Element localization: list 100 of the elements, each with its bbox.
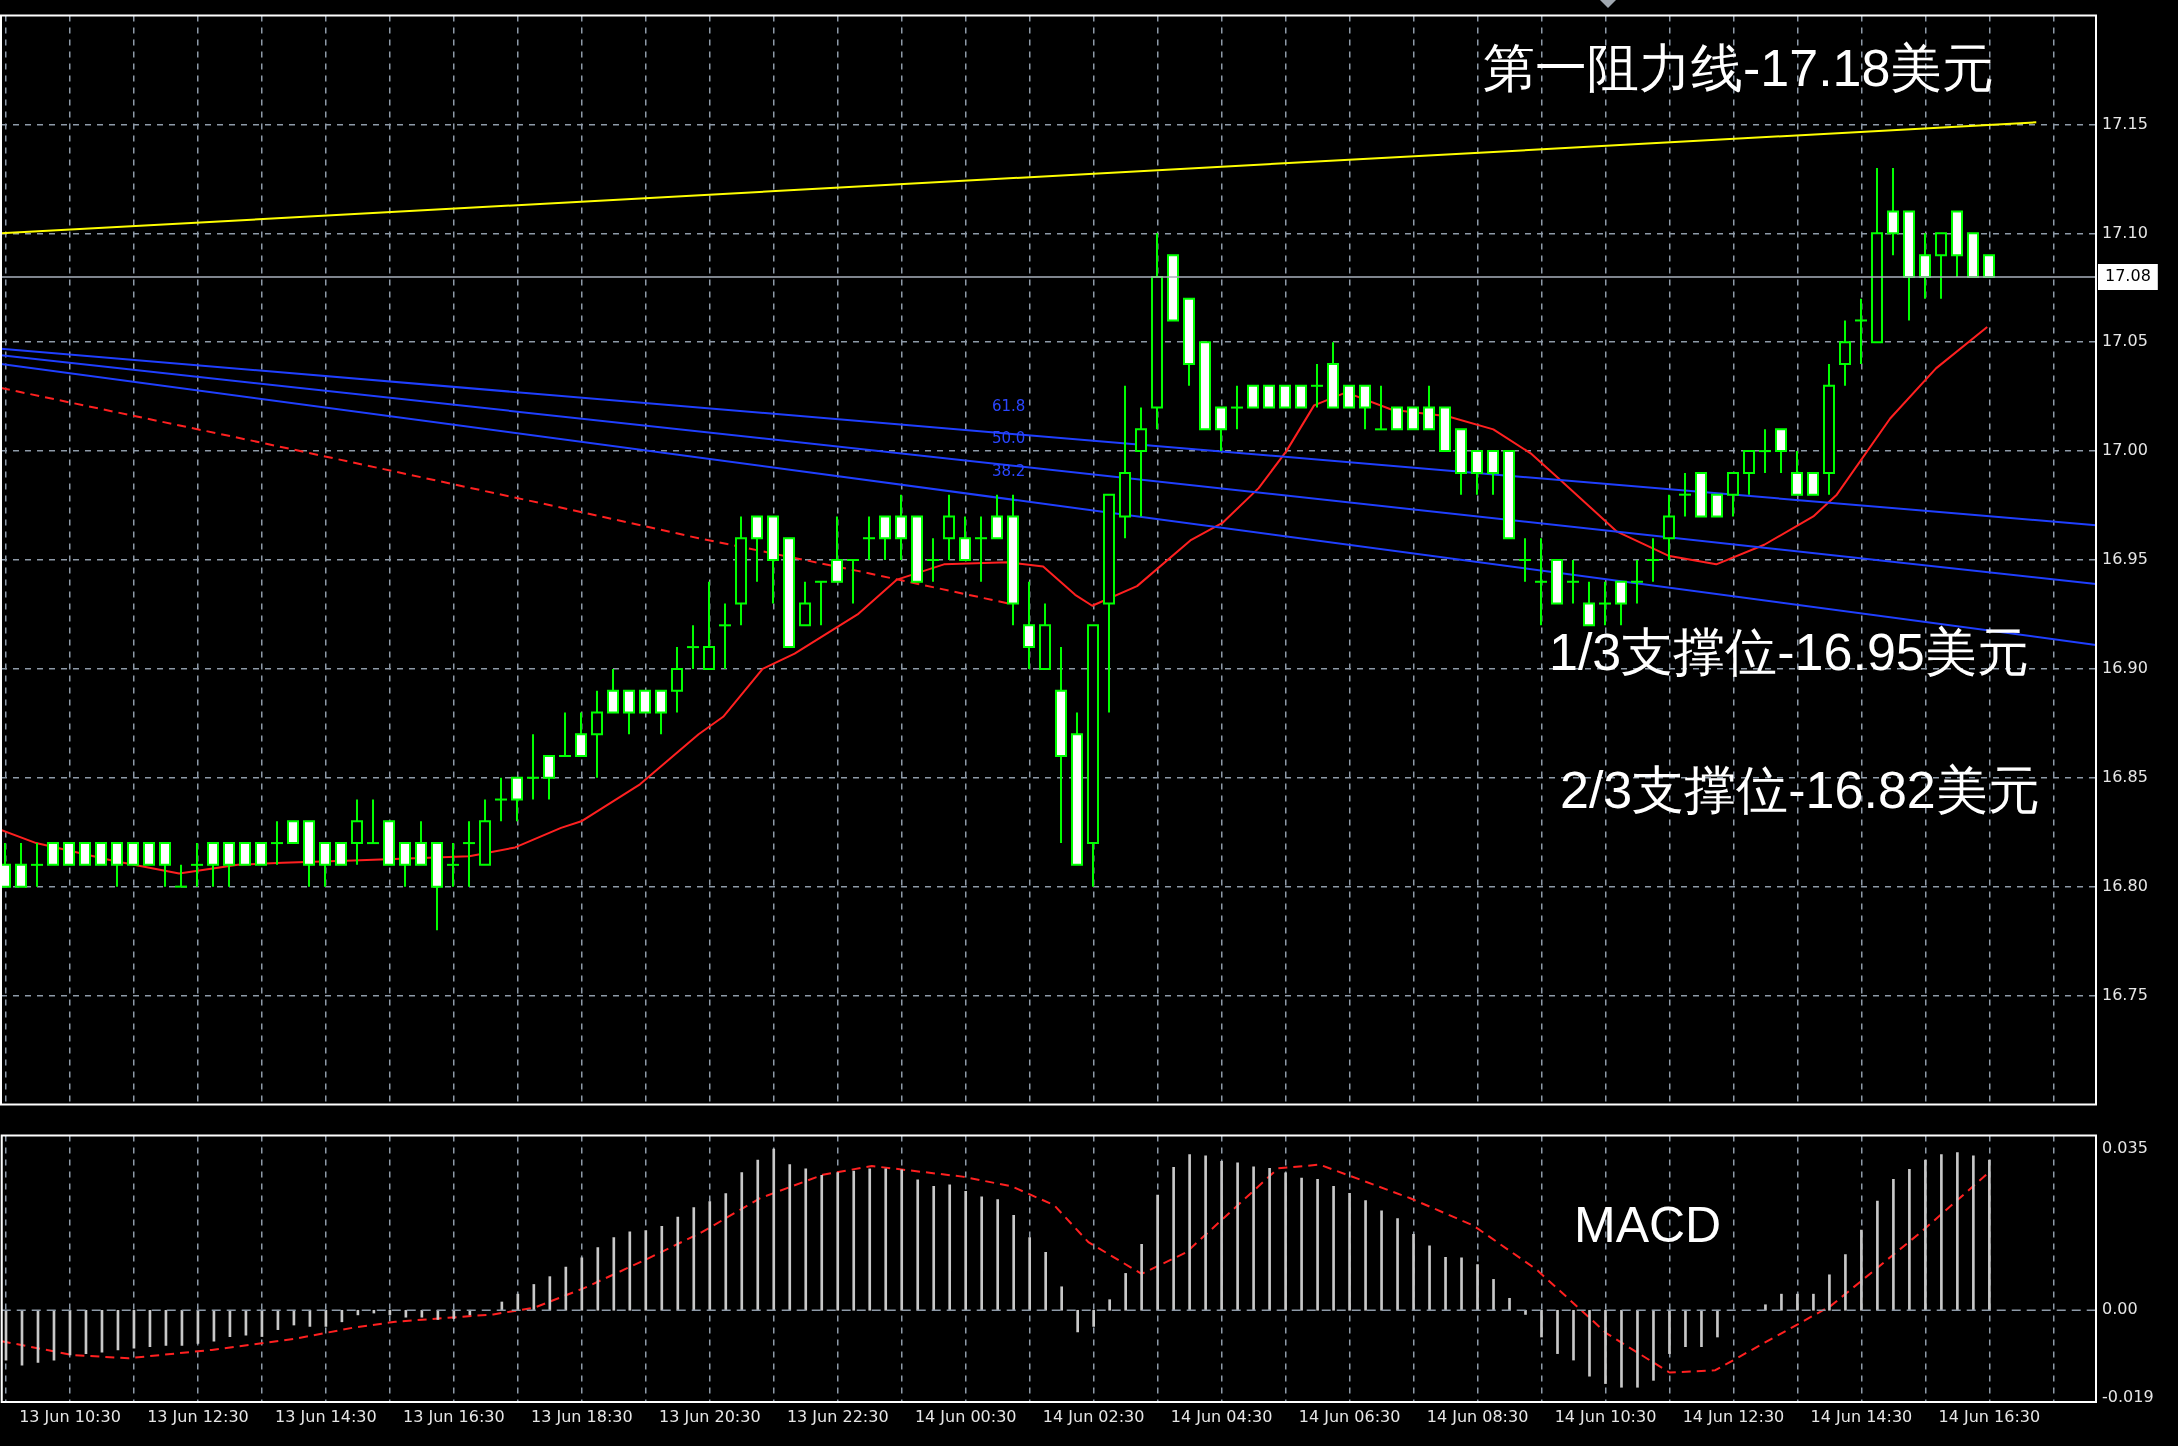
x-tick-label: 13 Jun 16:30	[403, 1406, 505, 1426]
candlestick	[926, 537, 940, 583]
bar	[1764, 1304, 1767, 1311]
bar	[1220, 1161, 1223, 1311]
candlestick	[718, 602, 732, 670]
candlestick	[1630, 559, 1644, 605]
y-tick-label: 16.85	[2102, 766, 2148, 786]
bar	[1364, 1200, 1367, 1311]
bar	[1716, 1309, 1719, 1338]
bar	[1380, 1210, 1383, 1311]
bar	[1092, 1309, 1095, 1327]
bar	[884, 1168, 888, 1311]
bar	[772, 1148, 776, 1311]
bar	[1604, 1309, 1607, 1384]
bar	[756, 1159, 760, 1311]
candlestick	[558, 711, 572, 757]
x-tick-label: 14 Jun 12:30	[1682, 1406, 1785, 1426]
candlestick	[526, 733, 540, 801]
x-tick-label: 14 Jun 14:30	[1810, 1406, 1913, 1426]
bar	[1860, 1229, 1863, 1311]
bar	[1492, 1279, 1495, 1311]
bar	[1412, 1233, 1415, 1311]
bar	[724, 1193, 728, 1311]
candlestick	[1534, 537, 1548, 627]
annotation: 38.2	[992, 462, 1026, 480]
candlestick	[1758, 428, 1772, 474]
bar	[580, 1257, 584, 1311]
y-tick-label: 16.95	[2102, 549, 2148, 569]
bar	[1876, 1200, 1879, 1311]
bar	[1156, 1194, 1159, 1311]
annotation: 1/3支撑位-16.95美元	[1549, 623, 2029, 682]
bar	[1892, 1179, 1895, 1311]
bar	[1940, 1154, 1943, 1311]
x-tick-label: 14 Jun 04:30	[1170, 1406, 1273, 1426]
candlestick	[1310, 363, 1324, 409]
x-tick-label: 14 Jun 02:30	[1042, 1406, 1145, 1426]
annotation: 50.0	[992, 429, 1026, 447]
bar	[1460, 1257, 1463, 1311]
bar	[1316, 1179, 1319, 1311]
bar	[1444, 1256, 1447, 1311]
candlestick	[1518, 537, 1532, 583]
bar	[836, 1172, 840, 1311]
x-tick-label: 14 Jun 00:30	[914, 1406, 1017, 1426]
x-tick-label: 13 Jun 22:30	[786, 1406, 889, 1426]
bar	[916, 1179, 920, 1311]
x-tick-label: 13 Jun 10:30	[19, 1406, 121, 1426]
bar	[628, 1231, 632, 1311]
bar	[1636, 1309, 1639, 1388]
bar	[852, 1170, 856, 1311]
y-tick-label: 17.15	[2102, 113, 2148, 133]
bar	[1268, 1167, 1271, 1311]
bar	[980, 1196, 984, 1311]
bar	[996, 1199, 1000, 1311]
candlestick	[462, 820, 476, 888]
bar	[1284, 1172, 1287, 1311]
x-tick-label: 13 Jun 14:30	[275, 1406, 377, 1426]
x-tick-label: 14 Jun 10:30	[1554, 1406, 1657, 1426]
bar	[1988, 1159, 1991, 1311]
candlestick	[686, 624, 700, 670]
candlestick	[494, 776, 508, 823]
y-tick-label: 16.75	[2102, 984, 2148, 1004]
candlestick	[1598, 580, 1612, 627]
bar	[1620, 1309, 1623, 1388]
bar	[1188, 1154, 1191, 1311]
bar	[1236, 1162, 1239, 1311]
bar	[1956, 1152, 1959, 1311]
bar	[1684, 1309, 1687, 1348]
x-tick-label: 13 Jun 20:30	[658, 1406, 761, 1426]
bar	[1332, 1185, 1335, 1311]
candlestick	[270, 820, 284, 866]
bar	[1652, 1309, 1655, 1381]
bar	[644, 1230, 648, 1311]
bar	[1796, 1293, 1799, 1311]
annotation: MACD	[1574, 1197, 1722, 1253]
bar	[740, 1172, 744, 1311]
y-tick-label: 16.90	[2102, 658, 2148, 678]
bar	[1588, 1309, 1591, 1377]
bar	[1972, 1155, 1975, 1311]
candlestick	[446, 842, 460, 888]
bar	[1124, 1273, 1127, 1311]
x-tick-label: 14 Jun 06:30	[1298, 1406, 1401, 1426]
bar	[1348, 1192, 1351, 1311]
y-tick-label: 0.00	[2102, 1299, 2138, 1319]
candlestick	[190, 842, 204, 888]
bar	[1844, 1254, 1847, 1311]
bar	[1060, 1286, 1063, 1311]
bar	[788, 1164, 792, 1311]
bar	[948, 1184, 952, 1311]
bar	[612, 1237, 616, 1311]
candlestick	[1566, 559, 1580, 605]
annotation: 2/3支撑位-16.82美元	[1560, 761, 2040, 820]
bar	[548, 1276, 552, 1311]
bar	[1828, 1274, 1831, 1311]
bar	[1668, 1309, 1671, 1354]
y-tick-label: 16.80	[2102, 875, 2148, 895]
bar	[1076, 1309, 1079, 1333]
bar	[1700, 1309, 1703, 1348]
bar	[900, 1169, 904, 1311]
bar	[804, 1168, 808, 1311]
ref-line-label: 17.08	[2105, 266, 2151, 286]
